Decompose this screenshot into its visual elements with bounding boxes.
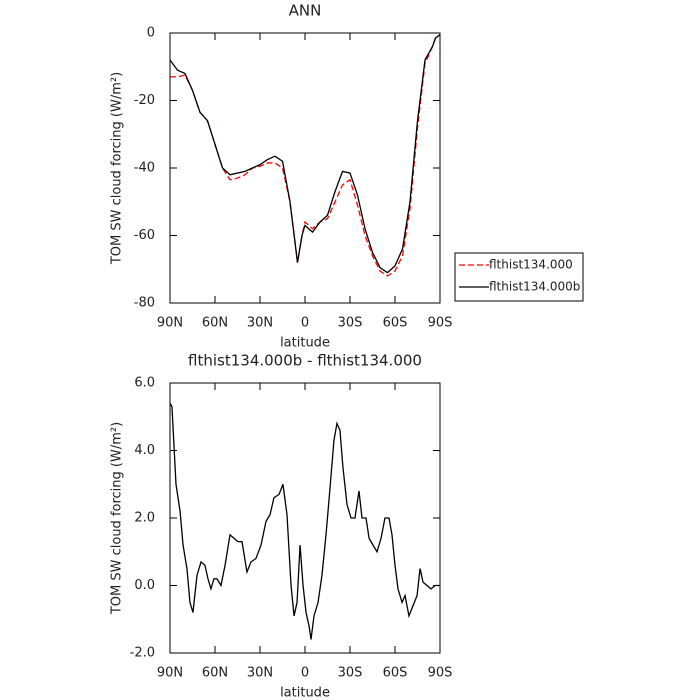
x-tick-label: 60S [383,316,408,331]
plot-frame [169,382,441,654]
y-tick-label: 2.0 [134,511,155,526]
chart-title: flthist134.000b - flthist134.000 [188,352,422,370]
data-line [169,34,441,274]
x-tick-label: 60S [383,666,408,681]
y-tick-label: -40 [134,161,155,176]
y-axis-label: TOM SW cloud forcing (W/m²) [110,422,125,615]
y-axis-label: TOM SW cloud forcing (W/m²) [110,72,125,265]
y-tick-label: -80 [134,296,155,311]
x-tick-label: 60N [202,666,228,681]
x-tick-label: 30S [338,666,363,681]
data-line [169,402,440,640]
x-tick-label: 90N [157,316,183,331]
x-tick-label: 0 [301,666,309,681]
x-tick-label: 30N [247,666,273,681]
x-axis-label: latitude [280,686,330,700]
y-tick-label: 0.0 [134,578,155,593]
plot-frame [169,32,441,304]
x-tick-label: 30S [338,316,363,331]
x-tick-label: 60N [202,316,228,331]
y-tick-label: 4.0 [134,443,155,458]
x-tick-label: 90S [428,316,453,331]
legend-label: flthist134.000b [489,280,580,294]
y-tick-label: -20 [134,93,155,108]
y-tick-label: 0 [147,26,155,41]
y-tick-label: -2.0 [130,646,155,661]
x-tick-label: 90N [157,666,183,681]
y-tick-label: 6.0 [134,376,155,391]
y-tick-label: -60 [134,228,155,243]
legend-box [454,252,584,302]
x-tick-label: 90S [428,666,453,681]
x-tick-label: 0 [301,316,309,331]
x-tick-label: 30N [247,316,273,331]
data-line [170,34,441,277]
chart-title: ANN [289,2,322,20]
legend-label: flthist134.000 [489,258,573,272]
x-axis-label: latitude [280,336,330,351]
